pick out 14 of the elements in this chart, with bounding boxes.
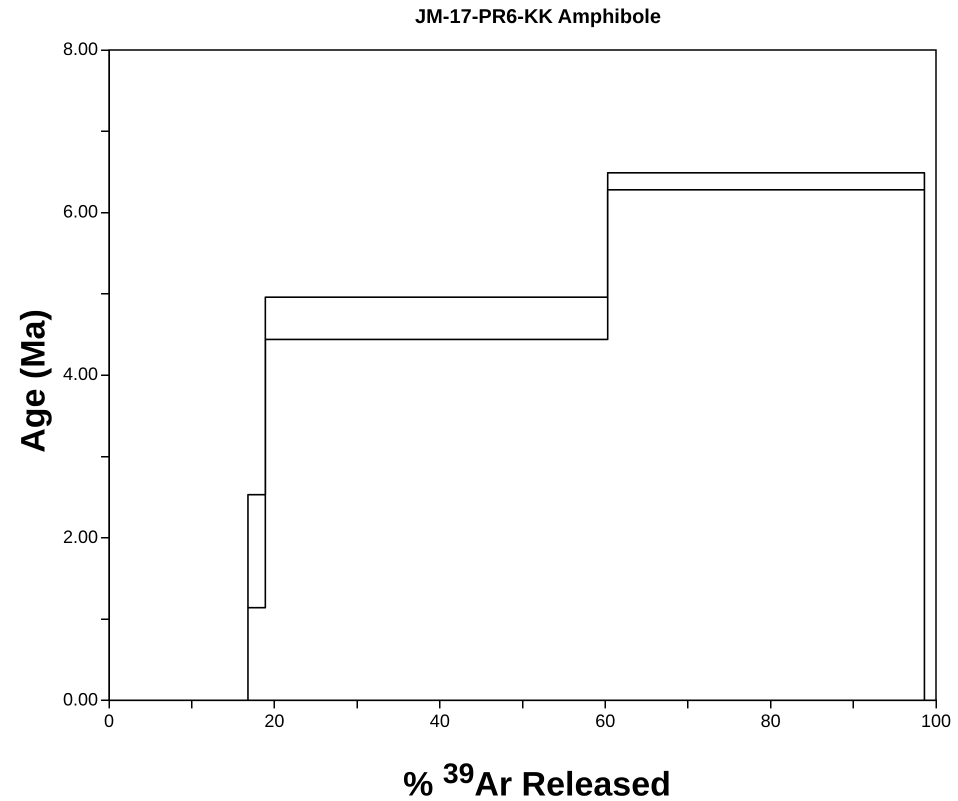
y-axis-title: Age (Ma)	[14, 309, 54, 453]
x-axis-title: % $^{39}$Ar Released	[403, 758, 671, 801]
x-tick-label: 100	[920, 711, 952, 732]
x-tick-label: 60	[595, 711, 616, 732]
y-tick-label: 6.00	[62, 202, 98, 222]
y-tick-label: 2.00	[62, 526, 98, 547]
x-tick-label: 20	[264, 711, 284, 732]
x-tick-label: 80	[760, 711, 781, 732]
x-tick-label: 0	[104, 711, 114, 732]
y-tick-label: 8.00	[62, 38, 98, 59]
x-tick-label: 40	[430, 711, 450, 732]
chart-title: JM-17-PR6-KK Amphibole	[415, 6, 661, 29]
y-tick-label: 0.00	[62, 689, 98, 710]
y-tick-label: 4.00	[62, 364, 98, 384]
